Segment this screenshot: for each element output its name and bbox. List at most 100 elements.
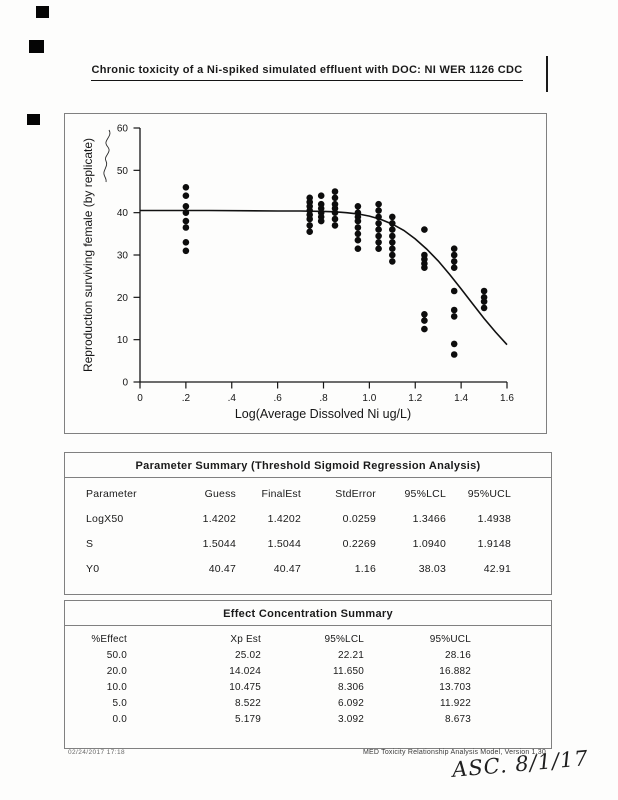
param-table-cell: 40.47 (273, 563, 301, 575)
parameter-summary-table: Parameter Guess FinalEst StdError 95%LCL 95%U… (65, 478, 551, 575)
data-point (450, 264, 458, 271)
param-table-cell: 0.0259 (342, 513, 376, 525)
param-table-cell: S (86, 538, 94, 550)
data-point (480, 298, 488, 305)
data-point (389, 258, 396, 265)
effect-table-cell: 14.024 (229, 666, 261, 677)
effect-table-cell: 0.0 (112, 714, 127, 725)
data-point (306, 228, 313, 235)
param-table-cell: 1.4938 (477, 513, 511, 525)
effect-table-cell: 8.522 (234, 698, 261, 709)
effect-table-cell: 8.673 (444, 714, 471, 725)
x-tick-label: 1.0 (362, 393, 376, 404)
effect-table-cell: 50.0 (106, 650, 127, 661)
data-point (375, 200, 382, 208)
parameter-summary-panel: Parameter Summary (Threshold Sigmoid Reg… (64, 452, 552, 595)
data-point (389, 251, 396, 259)
data-point (331, 194, 339, 202)
data-point (306, 222, 313, 229)
parameter-summary-title: Parameter Summary (Threshold Sigmoid Reg… (65, 453, 551, 478)
param-table-cell: 0.2269 (342, 538, 376, 550)
effect-summary-panel: Effect Concentration Summary %Effect Xp E… (64, 600, 552, 749)
data-point (182, 217, 190, 225)
fit-curve (140, 209, 508, 346)
param-table-cell: 42.91 (483, 563, 511, 575)
data-point (389, 232, 396, 240)
data-point (389, 245, 396, 252)
footer-application-name: MED Toxicity Relationship Analysis Model… (362, 749, 546, 756)
y-tick-label: 30 (117, 251, 129, 262)
data-point (354, 245, 362, 252)
effect-table-cell: 5.179 (234, 714, 261, 725)
data-point (450, 340, 458, 348)
data-point (421, 325, 428, 333)
param-table-cell: 1.4202 (202, 513, 236, 525)
x-tick-label: .6 (273, 393, 282, 404)
y-tick-label: 20 (117, 293, 129, 304)
data-point (389, 220, 396, 227)
effect-summary-table: %Effect Xp Est 95%LCL 95%UCL 50.0 25.02 22.21 2… (65, 626, 551, 725)
effect-table-cell: 11.650 (332, 666, 364, 677)
effect-table-cell: 11.922 (439, 698, 471, 709)
data-point (450, 306, 458, 314)
data-point (480, 287, 488, 295)
y-tick-label: 0 (122, 378, 128, 389)
x-tick-label: 1.6 (500, 393, 514, 404)
param-table-header: FinalEst (261, 488, 301, 500)
x-tick-label: .2 (182, 393, 191, 404)
data-point (182, 247, 190, 255)
data-point (182, 209, 190, 216)
data-point (480, 304, 488, 312)
param-table-cell: LogX50 (86, 513, 124, 525)
param-table-header: StdError (335, 488, 376, 500)
scanner-mark (27, 114, 40, 125)
param-table-cell: 38.03 (418, 563, 446, 575)
param-table-header: Parameter (86, 488, 137, 500)
x-tick-label: 1.2 (408, 393, 422, 404)
data-point (182, 203, 190, 210)
scanner-mark (546, 56, 548, 92)
effect-table-header: Xp Est (230, 634, 261, 645)
param-table-header: 95%LCL (404, 488, 446, 500)
data-point (331, 188, 339, 195)
y-tick-label: 10 (117, 335, 129, 346)
data-point (317, 192, 325, 199)
data-point (421, 226, 428, 233)
footer-timestamp: 02/24/2017 17:18 (68, 749, 126, 756)
x-tick-label: 1.4 (454, 393, 468, 404)
effect-table-cell: 6.092 (337, 698, 364, 709)
effect-table-cell: 5.0 (112, 698, 127, 709)
page-title: Chronic toxicity of a Ni-spiked simulate… (91, 64, 523, 81)
x-tick-label: .4 (228, 393, 237, 404)
data-point (421, 264, 428, 271)
y-tick-label: 60 (117, 124, 129, 135)
data-point (450, 258, 458, 265)
scatter-plot: 0 10 20 30 40 50 60 0 .2 .4 .6 .8 1.0 1.2 1.4 1.6 Log(Av… (81, 124, 514, 422)
param-table-cell: 1.9148 (477, 538, 511, 550)
effect-table-cell: 10.475 (229, 682, 261, 693)
report-title-row: Chronic toxicity of a Ni-spiked simulate… (60, 60, 554, 81)
data-point (354, 230, 362, 238)
data-point (182, 184, 190, 191)
data-point (375, 220, 382, 227)
data-point (182, 239, 190, 246)
param-table-cell: 1.3466 (412, 513, 446, 525)
param-table-cell: 1.16 (354, 563, 376, 575)
data-point (375, 207, 382, 214)
data-point (421, 317, 428, 324)
y-tick-label: 40 (117, 208, 129, 219)
x-tick-label: 0 (137, 393, 143, 404)
effect-table-cell: 28.16 (444, 650, 471, 661)
effect-table-cell: 3.092 (337, 714, 364, 725)
param-table-cell: 1.5044 (267, 538, 301, 550)
data-point (375, 226, 382, 233)
param-table-cell: 40.47 (208, 563, 236, 575)
y-axis-label: Reproduction surviving female (by replic… (81, 138, 95, 372)
data-point (389, 226, 396, 233)
data-point (331, 209, 339, 216)
data-point (331, 215, 339, 223)
data-point (182, 224, 190, 231)
data-point (375, 232, 382, 240)
data-point (375, 213, 382, 221)
effect-table-cell: 16.882 (439, 666, 471, 677)
